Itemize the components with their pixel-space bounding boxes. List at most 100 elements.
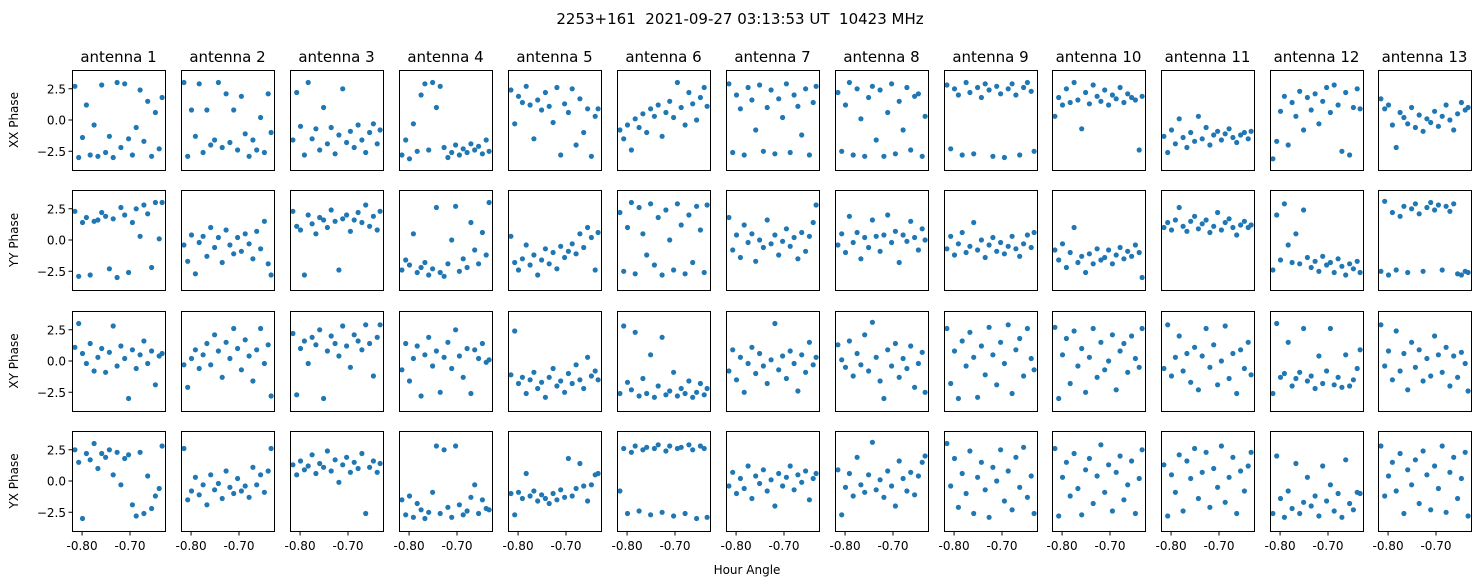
data-point	[328, 468, 334, 474]
data-point	[998, 239, 1004, 246]
panel-antenna-4-xy	[399, 311, 493, 412]
data-point	[433, 443, 439, 449]
data-point	[745, 360, 751, 367]
data-point	[955, 241, 962, 247]
x-tick-label: -0.70	[223, 539, 254, 553]
data-point	[414, 343, 420, 349]
data-point	[1378, 268, 1384, 274]
data-point	[1324, 368, 1330, 374]
data-point	[1274, 453, 1280, 459]
data-point	[783, 375, 790, 382]
data-point	[1129, 458, 1135, 464]
data-point	[1079, 253, 1085, 259]
data-point	[406, 156, 413, 162]
data-point	[118, 343, 124, 349]
data-point	[581, 483, 587, 489]
data-point	[919, 349, 925, 355]
data-point	[441, 447, 447, 453]
data-point	[106, 133, 112, 139]
data-point	[347, 469, 353, 475]
data-point	[1211, 342, 1217, 348]
data-point	[1455, 495, 1461, 502]
data-point	[1389, 122, 1395, 128]
data-point	[363, 149, 369, 156]
data-point	[1393, 144, 1399, 151]
data-point	[464, 264, 470, 271]
plot-frame	[617, 70, 711, 171]
data-point	[1063, 335, 1069, 342]
data-point	[959, 152, 965, 158]
x-tick-label: -0.80	[1156, 539, 1187, 553]
data-point	[317, 460, 323, 467]
data-point	[1270, 156, 1276, 162]
data-point	[1102, 367, 1108, 373]
data-point	[896, 259, 902, 266]
data-point	[546, 500, 552, 507]
data-point	[690, 394, 696, 400]
data-point	[453, 327, 459, 333]
data-point	[242, 483, 248, 489]
data-point	[1129, 94, 1135, 101]
data-point	[655, 102, 661, 108]
data-point	[1293, 460, 1299, 467]
data-point	[1405, 387, 1411, 393]
data-point	[554, 497, 560, 503]
data-point	[99, 209, 105, 216]
data-point	[1465, 104, 1471, 111]
data-point	[1071, 224, 1077, 231]
data-point	[550, 490, 556, 497]
data-point	[231, 325, 237, 332]
data-point	[632, 329, 638, 335]
data-point	[704, 103, 710, 109]
data-point	[741, 485, 747, 492]
data-point	[1094, 473, 1100, 479]
data-point	[301, 152, 307, 158]
data-point	[959, 338, 965, 344]
data-point	[1401, 510, 1407, 517]
data-point	[951, 348, 958, 354]
data-point	[1059, 474, 1066, 480]
data-point	[733, 377, 740, 383]
data-point	[632, 271, 638, 277]
panel-antenna-4-xx: antenna 4	[399, 48, 493, 171]
data-point	[486, 199, 492, 206]
data-point	[963, 79, 969, 86]
data-point	[486, 507, 492, 513]
data-point	[842, 102, 849, 108]
data-point	[963, 363, 969, 369]
data-point	[554, 84, 560, 91]
data-point	[1401, 114, 1407, 121]
data-point	[1385, 272, 1392, 278]
data-point	[803, 86, 809, 92]
data-point	[1354, 86, 1360, 92]
data-point	[79, 515, 86, 522]
panel-antenna-7-xy	[726, 311, 820, 412]
data-point	[835, 89, 841, 96]
data-point	[1052, 324, 1058, 330]
data-point	[479, 229, 485, 236]
data-point	[527, 377, 533, 383]
data-point	[682, 271, 688, 277]
data-point	[1028, 473, 1034, 479]
data-point	[238, 248, 244, 254]
data-point	[515, 380, 522, 387]
data-point	[422, 515, 428, 522]
data-point	[227, 484, 233, 490]
data-point	[1435, 352, 1441, 358]
data-point	[671, 267, 677, 273]
panel-antenna-9-yx: -0.80 -0.70	[939, 431, 1038, 553]
data-point	[948, 233, 954, 239]
data-point	[690, 259, 696, 266]
data-point	[787, 463, 793, 469]
data-point	[531, 136, 537, 142]
data-point	[1347, 152, 1353, 158]
data-point	[242, 337, 248, 343]
panel-antenna-10-xx: antenna 10	[1052, 48, 1146, 171]
panel-antenna-9-yy	[944, 190, 1038, 291]
data-point	[873, 487, 879, 493]
x-tick-label: -0.80	[67, 539, 98, 553]
data-point	[301, 467, 307, 473]
data-point	[185, 258, 191, 264]
data-point	[235, 234, 241, 241]
plot-frame	[1052, 431, 1146, 532]
